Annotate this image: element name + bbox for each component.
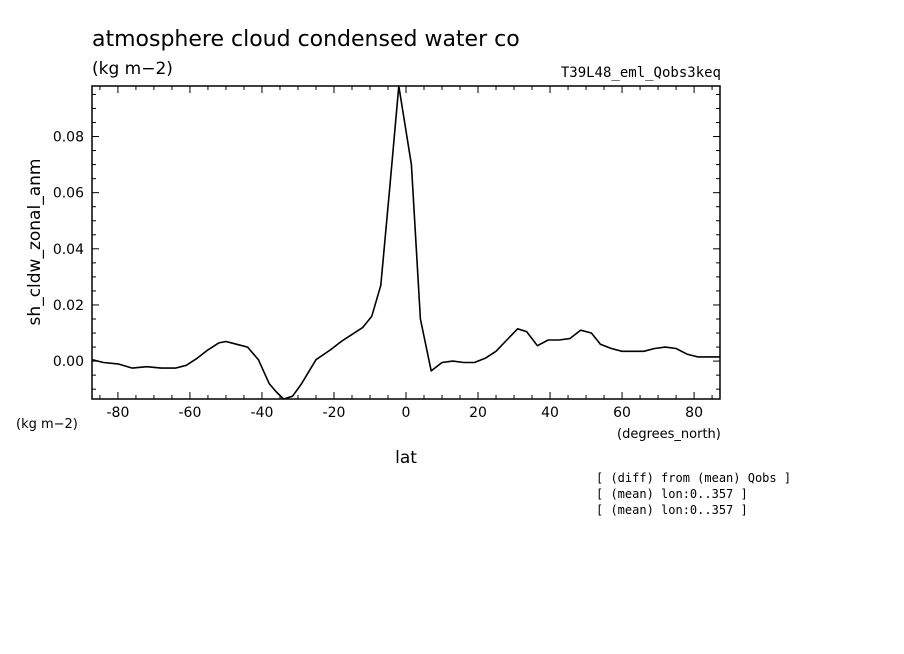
x-tick-label: -60 — [179, 405, 202, 421]
y-axis-units: (kg m−2) — [16, 417, 78, 432]
y-tick-label: 0.00 — [53, 354, 84, 370]
note-mean-lon-2: [ (mean) lon:0..357 ] — [596, 503, 748, 517]
chart-units: (kg m−2) — [92, 59, 173, 79]
x-tick-label: -40 — [251, 405, 274, 421]
x-tick-label: 80 — [685, 405, 703, 421]
chart-title: atmosphere cloud condensed water co — [92, 27, 520, 52]
note-mean-lon-1: [ (mean) lon:0..357 ] — [596, 487, 748, 501]
x-tick-label: -80 — [106, 405, 129, 421]
y-tick-label: 0.04 — [53, 242, 84, 258]
y-tick-label: 0.02 — [53, 298, 84, 314]
run-id: T39L48_eml_Qobs3keq — [561, 65, 721, 81]
note-diff: [ (diff) from (mean) Qobs ] — [596, 471, 791, 485]
x-tick-label: 20 — [469, 405, 487, 421]
plot-frame — [91, 85, 721, 400]
x-tick-label: -20 — [323, 405, 346, 421]
y-tick-label: 0.06 — [53, 186, 84, 202]
x-tick-label: 0 — [402, 405, 411, 421]
series-line — [91, 85, 720, 400]
axis-tick-labels: -80 -60 -40 -20 0 20 40 60 80 0.00 0.02 0.04 0.06 0.0… — [53, 130, 703, 421]
x-tick-label: 60 — [613, 405, 631, 421]
x-axis-label: lat — [395, 448, 417, 468]
y-tick-label: 0.08 — [53, 130, 84, 146]
y-axis-label: sh_cldw_zonal_anm — [25, 159, 45, 326]
x-axis-units: (degrees_north) — [617, 427, 721, 442]
x-tick-label: 40 — [541, 405, 559, 421]
